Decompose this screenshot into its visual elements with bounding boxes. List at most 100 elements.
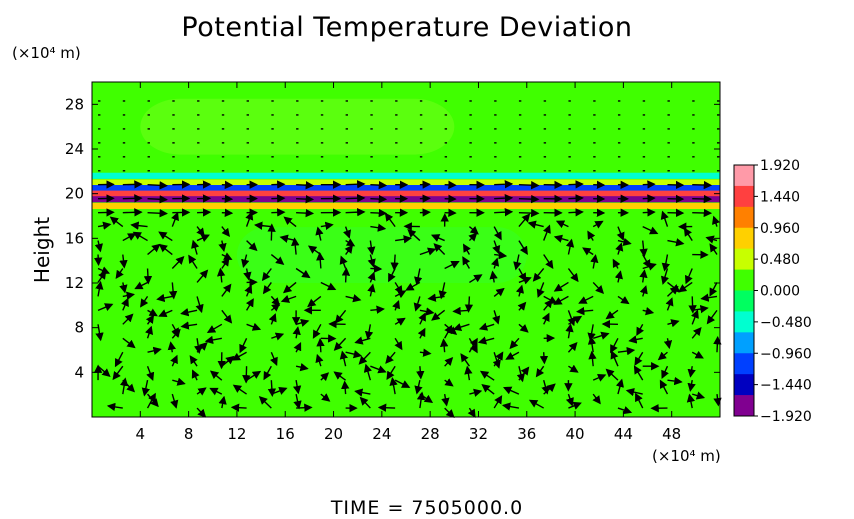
y-tick-label: 12: [65, 274, 84, 292]
wind-arrow: [438, 282, 447, 300]
wind-arrow: [468, 225, 479, 235]
wind-arrow: [394, 282, 403, 295]
wind-arrow: [494, 193, 514, 203]
wind-arrow: [642, 208, 656, 217]
wind-arrow: [143, 268, 153, 285]
wind-arrow: [367, 283, 376, 297]
wind-arrow: [478, 322, 495, 331]
wind-arrow: [625, 387, 643, 397]
wind-arrow: [112, 365, 124, 381]
wind-arrow: [95, 280, 104, 297]
heatmap-band: [92, 190, 720, 197]
wind-arrow: [605, 309, 619, 320]
wind-arrow: [147, 346, 162, 355]
wind-arrow: [158, 309, 173, 318]
wind-arrow: [541, 379, 550, 395]
wind-arrow: [97, 303, 114, 312]
wind-arrow: [196, 387, 207, 396]
wind-arrow: [491, 257, 500, 269]
wind-arrow: [588, 350, 597, 367]
wind-arrow: [344, 244, 354, 255]
wind-arrow: [568, 208, 584, 217]
wind-arrow: [95, 324, 104, 342]
wind-arrow: [518, 268, 527, 282]
wind-arrow: [296, 208, 315, 218]
wind-arrow: [452, 323, 470, 332]
wind-arrow: [363, 363, 372, 381]
wind-arrow: [493, 226, 502, 241]
wind-arrow: [341, 380, 350, 395]
wind-arrow: [444, 260, 460, 270]
wind-arrow: [419, 348, 432, 357]
wind-arrow: [221, 226, 231, 237]
wind-arrow: [639, 240, 648, 258]
wind-arrow: [468, 232, 478, 242]
wind-arrow: [592, 373, 607, 382]
wind-arrow: [147, 181, 168, 190]
wind-arrow: [469, 274, 483, 284]
wind-arrow: [706, 309, 718, 325]
wind-arrow: [417, 327, 426, 339]
wind-arrow: [261, 268, 272, 282]
wind-arrow: [536, 282, 545, 298]
wind-arrow: [634, 351, 644, 366]
wind-arrow: [568, 364, 579, 373]
wind-arrow: [122, 379, 136, 393]
colorbar-tick-label: −1.440: [760, 378, 812, 394]
wind-arrow: [191, 369, 200, 381]
time-label: TIME = 7505000.0: [330, 497, 524, 519]
wind-arrow: [97, 365, 111, 378]
wind-arrow: [345, 238, 356, 247]
wind-arrow: [642, 225, 659, 235]
wind-arrow: [122, 291, 135, 300]
heatmap-band: [92, 172, 720, 179]
x-tick-label: 40: [566, 425, 585, 443]
wind-arrow: [414, 268, 423, 286]
wind-arrow: [180, 321, 198, 330]
colorbar-tick-label: −0.960: [760, 346, 812, 362]
colorbar-swatch: [734, 332, 754, 354]
wind-arrow: [280, 294, 297, 303]
wind-arrow: [122, 208, 143, 217]
wind-arrow: [119, 282, 128, 294]
wind-arrow: [130, 221, 148, 230]
wind-arrow: [209, 370, 223, 381]
wind-arrow: [343, 226, 352, 239]
wind-arrow: [216, 267, 226, 283]
colorbar-tick-label: 0.960: [760, 221, 800, 237]
x-tick-label: 16: [276, 425, 295, 443]
wind-arrow: [367, 240, 376, 256]
wind-arrow: [195, 296, 204, 314]
wind-arrow: [320, 372, 330, 382]
wind-arrow: [565, 323, 574, 339]
wind-arrow: [479, 370, 495, 381]
wind-arrow: [268, 313, 277, 325]
wind-arrow: [315, 353, 324, 367]
wind-arrow: [493, 287, 505, 297]
wind-arrow: [307, 295, 322, 308]
wind-arrow: [122, 194, 143, 203]
wind-arrow: [333, 337, 347, 351]
wind-arrow: [246, 322, 262, 331]
wind-arrow: [345, 194, 366, 203]
wind-arrow: [312, 323, 322, 339]
wind-arrow: [221, 309, 233, 324]
y-tick-label: 24: [65, 140, 84, 158]
colorbar-swatch: [734, 248, 754, 271]
wind-arrow: [295, 363, 309, 372]
wind-arrow: [612, 258, 621, 269]
wind-arrow: [539, 352, 549, 365]
wind-arrow: [359, 396, 371, 409]
wind-arrow: [413, 296, 422, 312]
x-tick-label: 12: [227, 425, 246, 443]
wind-arrow: [667, 319, 680, 328]
wind-arrow: [392, 299, 401, 311]
wind-arrow: [218, 395, 227, 409]
wind-arrow: [617, 237, 632, 247]
wind-arrow: [271, 332, 285, 341]
wind-arrow: [636, 323, 645, 336]
wind-arrow: [270, 253, 285, 265]
wind-arrow: [122, 313, 134, 325]
wind-arrow: [667, 238, 685, 247]
wind-arrow: [232, 384, 247, 395]
